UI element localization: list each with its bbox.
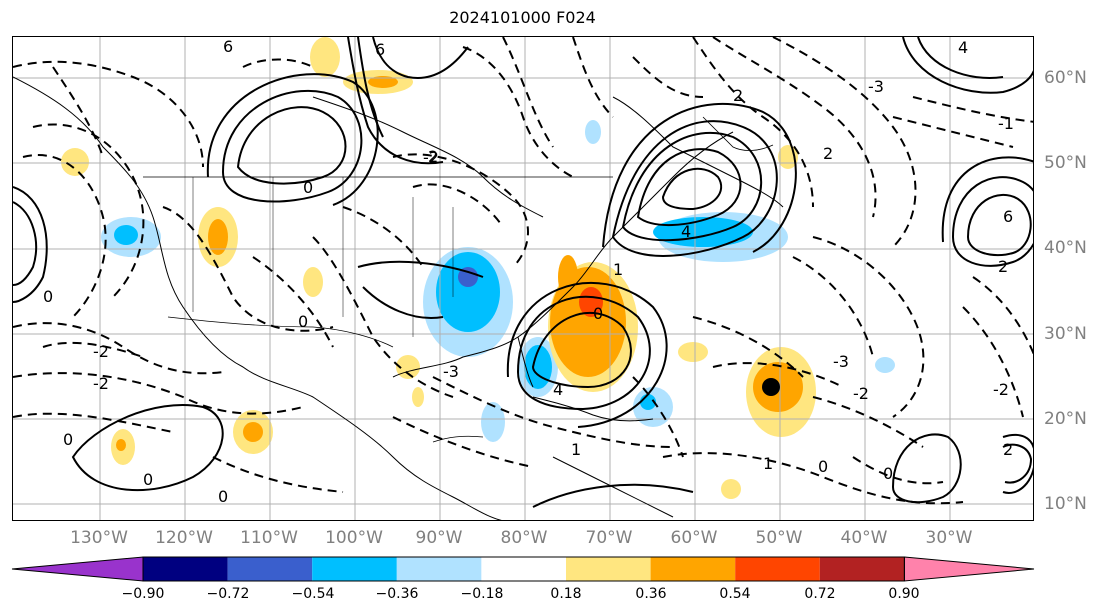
- lat-label: 60°N: [1044, 68, 1087, 88]
- colorbar-tick-label: 0.72: [804, 586, 836, 602]
- colorbar-tick-label: −0.18: [460, 586, 504, 602]
- contour-label: 4: [958, 38, 968, 57]
- colorbar-tick-label: 0.18: [550, 586, 582, 602]
- colorbar-tick-label: 0.90: [888, 586, 920, 602]
- lon-label: 120°W: [155, 528, 213, 548]
- colorbar-segment: [312, 557, 397, 581]
- contour-label: 0: [143, 470, 153, 489]
- lat-label: 20°N: [1044, 409, 1087, 429]
- contour-label: -2: [853, 384, 869, 403]
- lat-label: 10°N: [1044, 494, 1087, 514]
- contour-label: -2: [93, 342, 109, 361]
- contour-label: 6: [1003, 207, 1013, 226]
- contour-label: 6: [223, 37, 233, 56]
- contour-label: 4: [553, 380, 563, 399]
- contour-label: -3: [868, 77, 884, 96]
- contour-label: 1: [613, 260, 623, 279]
- contour-label: -2: [93, 374, 109, 393]
- colorbar-segment: [481, 557, 566, 581]
- solid-contours: [13, 37, 1033, 508]
- contour-label: 0: [63, 430, 73, 449]
- colorbar-tick-label: −0.54: [291, 586, 335, 602]
- storm-center-marker: [762, 378, 780, 396]
- contour-label: 0: [43, 287, 53, 306]
- contour-label: 0: [303, 178, 313, 197]
- lon-label: 90°W: [415, 528, 463, 548]
- colorbar-segment: [819, 557, 905, 581]
- lon-label: 130°W: [70, 528, 128, 548]
- contour-label: -1: [998, 114, 1014, 133]
- contour-label: 2: [733, 86, 743, 105]
- coastlines: [13, 76, 784, 520]
- lon-label: 80°W: [500, 528, 548, 548]
- lon-label: 50°W: [755, 528, 803, 548]
- lat-label: 50°N: [1044, 153, 1087, 173]
- lat-label: 40°N: [1044, 238, 1087, 258]
- lon-label: 70°W: [585, 528, 633, 548]
- contour-label: 0: [218, 487, 228, 506]
- contour-label: 2: [1003, 440, 1013, 459]
- contour-label: 2: [823, 144, 833, 163]
- colorbar-tick-label: −0.90: [121, 586, 165, 602]
- dashed-contours: [13, 37, 1033, 505]
- contour-label: 0: [883, 464, 893, 483]
- contour-label: 2: [998, 257, 1008, 276]
- contour-label: 0: [593, 304, 603, 323]
- colorbar-extend-low: [11, 556, 144, 582]
- lon-label: 100°W: [325, 528, 383, 548]
- map-panel: 6 4 6 0 0 -2 -2 -2 -3 -2 -3 -1 1 0 0 0 0…: [12, 36, 1034, 521]
- colorbar-extend-high: [903, 556, 1035, 582]
- graticule: [13, 37, 1033, 520]
- lat-label: 30°N: [1044, 324, 1087, 344]
- colorbar-segment: [735, 557, 820, 581]
- colorbar-tick-label: 0.36: [635, 586, 667, 602]
- colorbar-tick-label: −0.36: [375, 586, 419, 602]
- contour-label: 0: [818, 457, 828, 476]
- contour-label: -2: [423, 148, 439, 167]
- contour-label: -3: [443, 362, 459, 381]
- contour-label: 2: [428, 147, 438, 166]
- contour-label: -2: [993, 380, 1009, 399]
- colorbar-segment: [143, 557, 228, 581]
- colorbar-segment: [396, 557, 482, 581]
- colorbar-tick-label: 0.54: [719, 586, 751, 602]
- lon-label: 40°W: [840, 528, 888, 548]
- colorbar-tick-label: −0.72: [206, 586, 250, 602]
- contour-label: -3: [833, 352, 849, 371]
- colorbar-outline: [142, 556, 905, 582]
- colorbar-segments: [11, 556, 1035, 582]
- contour-label: 0: [298, 312, 308, 331]
- colorbar-segment: [566, 557, 651, 581]
- colorbar: [11, 556, 1035, 582]
- map-title: 2024101000 F024: [449, 8, 596, 27]
- lon-label: 110°W: [240, 528, 298, 548]
- shaded-anomalies: [61, 37, 895, 499]
- contour-label: 1: [571, 440, 581, 459]
- contour-labels: 6 4 6 0 0 -2 -2 -2 -3 -2 -3 -1 1 0 0 0 0…: [43, 37, 1014, 506]
- map-svg: 6 4 6 0 0 -2 -2 -2 -3 -2 -3 -1 1 0 0 0 0…: [13, 37, 1033, 520]
- contour-label: 4: [681, 222, 691, 241]
- lon-label: 30°W: [925, 528, 973, 548]
- colorbar-segment: [227, 557, 313, 581]
- colorbar-segment: [650, 557, 736, 581]
- contour-label: 1: [763, 454, 773, 473]
- lon-label: 60°W: [670, 528, 718, 548]
- contour-label: 6: [375, 40, 385, 59]
